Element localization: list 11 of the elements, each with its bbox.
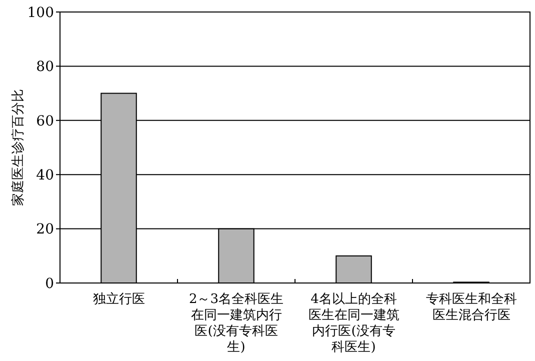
x-tick-label: 4名以上的全科医生在同一建筑内行医(没有专科医生) (308, 292, 400, 355)
y-tick-label: 80 (36, 59, 54, 76)
y-tick-label: 20 (36, 222, 54, 238)
y-tick-label: 0 (45, 276, 54, 292)
x-tick-label: 专科医生和全科医生混合行医 (426, 292, 517, 323)
y-tick-label: 60 (36, 113, 54, 130)
y-axis-title: 家庭医生诊疗百分比 (10, 89, 26, 206)
x-tick-label: 2～3名全科医生在同一建筑内行医(没有专科医生) (188, 292, 284, 355)
y-tick-label: 40 (36, 168, 54, 184)
y-tick-label: 100 (27, 4, 54, 21)
x-tick-label: 独立行医 (92, 291, 145, 307)
